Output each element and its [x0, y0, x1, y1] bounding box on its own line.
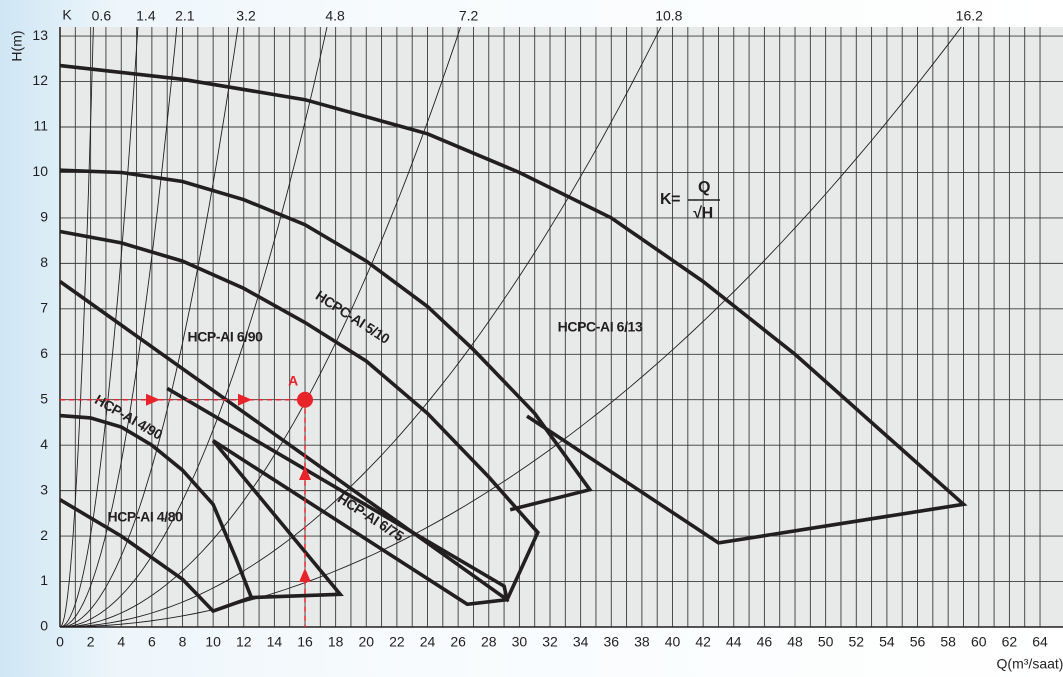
k-value-label: 2.1	[175, 8, 195, 24]
k-value-label: 7.2	[459, 8, 479, 24]
pump-curve	[59, 413, 344, 600]
x-tick-label: 22	[389, 634, 405, 650]
k-curve	[59, 26, 178, 628]
x-tick-label: 34	[573, 634, 589, 650]
x-tick-label: 44	[726, 634, 742, 650]
x-tick-label: 0	[56, 634, 64, 650]
x-tick-label: 4	[117, 634, 125, 650]
guide-arrow	[238, 393, 252, 406]
x-tick-label: 48	[787, 634, 803, 650]
k-curve	[59, 26, 462, 628]
x-tick-label: 16	[297, 634, 313, 650]
k-label: K	[62, 7, 72, 23]
x-tick-label: 46	[757, 634, 773, 650]
y-tick-label: 0	[40, 618, 48, 634]
x-tick-label: 6	[148, 634, 156, 650]
x-tick-label: 24	[420, 634, 436, 650]
series-label: HCPC-AI 6/13	[558, 319, 643, 335]
y-tick-label: 11	[33, 118, 48, 134]
k-curve	[59, 26, 139, 628]
x-tick-label: 52	[848, 634, 864, 650]
y-tick-label: 7	[40, 300, 48, 316]
x-tick-label: 30	[512, 634, 528, 650]
y-tick-label: 2	[40, 527, 48, 543]
y-tick-label: 5	[40, 390, 48, 406]
y-axis-label: H(m)	[9, 30, 25, 61]
x-tick-label: 20	[358, 634, 374, 650]
x-tick-label: 10	[205, 634, 221, 650]
x-tick-label: 2	[87, 634, 95, 650]
guide-arrow	[146, 393, 160, 406]
pump-curve	[59, 168, 593, 512]
x-tick-label: 42	[695, 634, 711, 650]
formula-lhs: K=	[660, 191, 680, 208]
x-tick-label: 38	[634, 634, 650, 650]
k-curve	[59, 26, 239, 628]
x-tick-label: 8	[179, 634, 187, 650]
pump-curve	[59, 498, 253, 614]
pump-curve	[58, 229, 540, 603]
x-tick-label: 64	[1032, 634, 1048, 650]
formula-numerator: Q	[698, 179, 710, 196]
k-value-label: 0.6	[92, 8, 112, 24]
k-value-label: 16.2	[956, 8, 983, 24]
k-curve	[59, 26, 328, 628]
k-value-label: 1.4	[136, 8, 156, 24]
x-tick-label: 32	[542, 634, 558, 650]
y-tick-label: 13	[32, 27, 48, 43]
pump-curve	[59, 63, 968, 545]
x-tick-label: 58	[940, 634, 956, 650]
k-value-label: 3.2	[236, 8, 256, 24]
y-tick-label: 4	[40, 436, 48, 452]
x-tick-label: 14	[267, 634, 283, 650]
x-tick-label: 40	[665, 634, 681, 650]
y-tick-label: 10	[32, 163, 48, 179]
series-label: HCP-AI 6/90	[188, 329, 264, 345]
y-tick-label: 6	[40, 345, 48, 361]
k-curve	[59, 26, 94, 628]
x-tick-label: 36	[603, 634, 619, 650]
formula-denominator: √H	[693, 205, 713, 222]
x-tick-label: 54	[879, 634, 895, 650]
k-value-label: 10.8	[655, 8, 682, 24]
x-tick-label: 62	[1002, 634, 1018, 650]
x-axis-label: Q(m³/saat)	[997, 656, 1063, 672]
y-tick-label: 12	[32, 72, 48, 88]
point-label: A	[288, 372, 298, 388]
y-tick-label: 9	[40, 209, 48, 225]
x-tick-label: 12	[236, 634, 252, 650]
y-tick-label: 8	[40, 254, 48, 270]
guide-arrow	[299, 466, 312, 480]
operating-point	[297, 391, 314, 408]
guide-arrow	[299, 568, 312, 582]
series-label: HCP-AI 4/80	[108, 509, 184, 525]
y-tick-label: 3	[40, 481, 48, 497]
x-tick-label: 28	[481, 634, 497, 650]
k-value-label: 4.8	[325, 8, 345, 24]
pump-curve	[166, 386, 510, 607]
x-tick-label: 18	[328, 634, 344, 650]
y-tick-label: 1	[40, 572, 48, 588]
x-tick-label: 50	[818, 634, 834, 650]
x-tick-label: 26	[450, 634, 466, 650]
k-curve	[59, 26, 662, 628]
x-tick-label: 60	[971, 634, 987, 650]
x-tick-label: 56	[910, 634, 926, 650]
